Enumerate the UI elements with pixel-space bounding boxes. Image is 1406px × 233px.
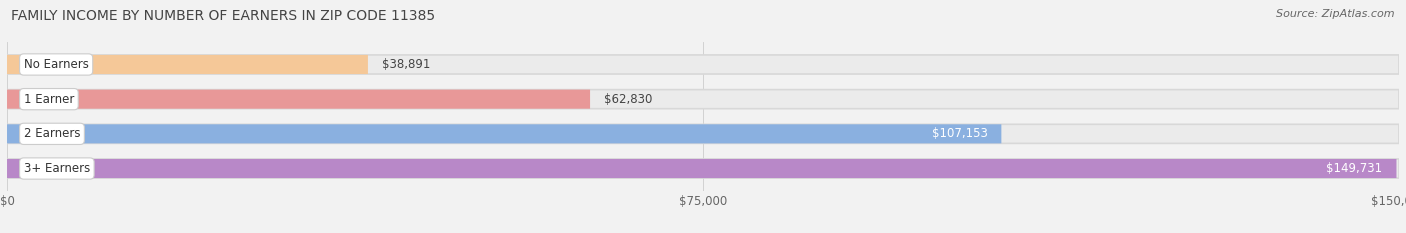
- FancyBboxPatch shape: [7, 159, 1396, 178]
- Text: 1 Earner: 1 Earner: [24, 93, 75, 106]
- FancyBboxPatch shape: [7, 55, 368, 74]
- FancyBboxPatch shape: [7, 55, 1399, 74]
- FancyBboxPatch shape: [7, 159, 1399, 178]
- Text: $62,830: $62,830: [605, 93, 652, 106]
- FancyBboxPatch shape: [7, 90, 1399, 109]
- Text: 3+ Earners: 3+ Earners: [24, 162, 90, 175]
- Text: Source: ZipAtlas.com: Source: ZipAtlas.com: [1277, 9, 1395, 19]
- Text: $107,153: $107,153: [932, 127, 987, 140]
- Text: No Earners: No Earners: [24, 58, 89, 71]
- Text: FAMILY INCOME BY NUMBER OF EARNERS IN ZIP CODE 11385: FAMILY INCOME BY NUMBER OF EARNERS IN ZI…: [11, 9, 436, 23]
- Text: 2 Earners: 2 Earners: [24, 127, 80, 140]
- Text: $38,891: $38,891: [382, 58, 430, 71]
- Text: $149,731: $149,731: [1326, 162, 1382, 175]
- FancyBboxPatch shape: [7, 124, 1001, 143]
- FancyBboxPatch shape: [7, 90, 591, 109]
- FancyBboxPatch shape: [7, 124, 1399, 143]
